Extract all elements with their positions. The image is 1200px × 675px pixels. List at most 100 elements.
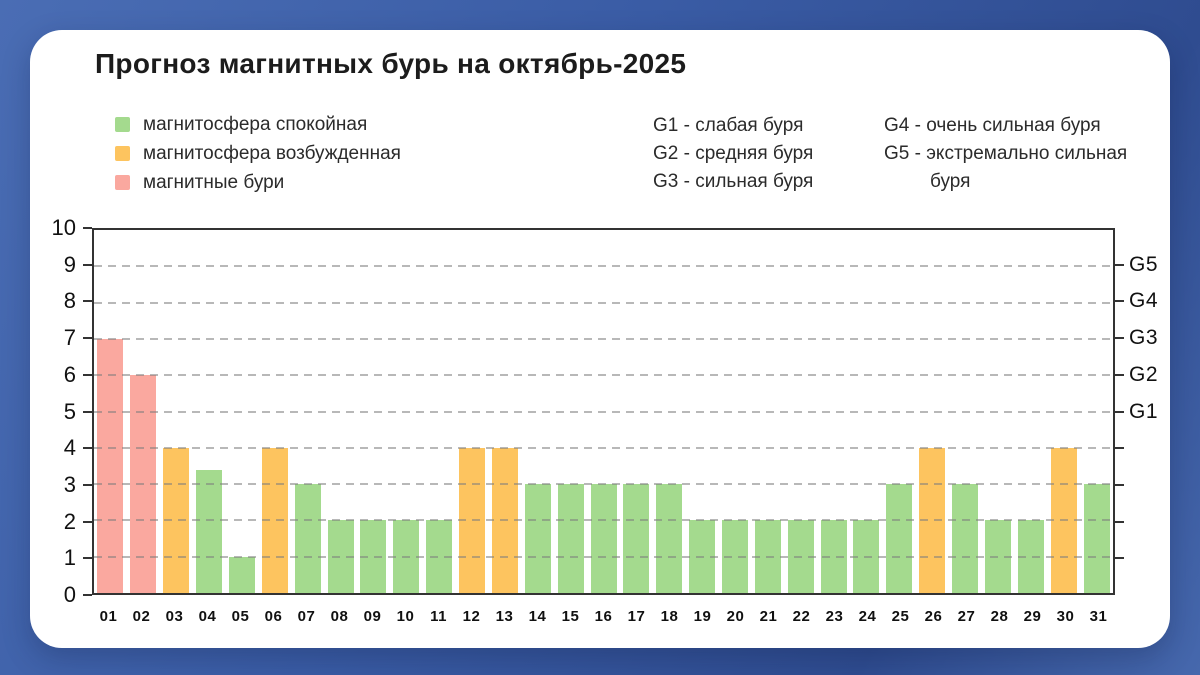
y-tick-right-2 xyxy=(1115,520,1124,523)
g5-note: G5 - экстремально сильная буря xyxy=(884,143,1128,192)
g1-note: G1 - слабая буря xyxy=(653,115,804,136)
gridline-9 xyxy=(94,265,1113,268)
gridline-4 xyxy=(94,446,1113,449)
x-tick-label-12: 12 xyxy=(462,608,481,625)
g-level-label-g1: G1 xyxy=(1129,399,1159,423)
x-tick-label-16: 16 xyxy=(594,608,613,625)
bar-day-31 xyxy=(1083,484,1110,593)
x-tick-label-18: 18 xyxy=(660,608,679,625)
y-tick-label-0: 0 xyxy=(63,582,76,607)
y-tick-label-8: 8 xyxy=(63,288,76,314)
bar-day-18 xyxy=(656,484,683,593)
forecast-card: Прогноз магнитных бурь на октябрь-2025 м… xyxy=(30,30,1170,648)
x-tick-label-05: 05 xyxy=(231,608,250,625)
y-tick-left-10 xyxy=(83,227,92,229)
legend-item-excited: магнитосфера возбужденная xyxy=(115,139,401,168)
y-tick-right-4 xyxy=(1115,447,1124,450)
x-tick-label-25: 25 xyxy=(891,608,910,625)
legend-item-storm: магнитные бури xyxy=(115,168,401,197)
y-tick-right-8 xyxy=(1115,300,1124,303)
y-tick-right-1 xyxy=(1115,557,1124,560)
y-tick-left-4 xyxy=(83,447,92,450)
legend: магнитосфера спокойная магнитосфера возб… xyxy=(115,110,401,197)
x-tick-label-01: 01 xyxy=(99,608,118,625)
x-tick-label-06: 06 xyxy=(264,608,283,625)
bar-day-05 xyxy=(228,556,255,593)
y-tick-label-1: 1 xyxy=(63,545,76,571)
y-tick-left-5 xyxy=(83,410,92,413)
x-tick-label-26: 26 xyxy=(924,608,943,625)
x-tick-label-19: 19 xyxy=(693,608,712,625)
storm-scale-column-1: G1 - слабая буря G2 - средняя буря G3 - … xyxy=(653,112,813,196)
x-tick-label-30: 30 xyxy=(1056,608,1075,625)
g-level-label-g4: G4 xyxy=(1129,289,1159,313)
x-tick-label-29: 29 xyxy=(1023,608,1042,625)
y-tick-right-5 xyxy=(1115,410,1124,413)
g-level-label-g2: G2 xyxy=(1129,362,1159,386)
x-tick-label-23: 23 xyxy=(825,608,844,625)
y-tick-left-0 xyxy=(83,594,92,596)
bar-day-07 xyxy=(294,484,321,593)
y-tick-left-9 xyxy=(83,263,92,266)
x-tick-label-13: 13 xyxy=(495,608,514,625)
x-axis: 01 02 03 04 05 06 07 08 09 10 11 12 13 14 15 16 17 18 19 20… xyxy=(92,600,1115,628)
plot-area xyxy=(92,228,1115,595)
gridline-1 xyxy=(94,555,1113,558)
x-tick-label-08: 08 xyxy=(330,608,349,625)
y-tick-left-3 xyxy=(83,483,92,486)
y-tick-left-6 xyxy=(83,373,92,376)
y-tick-left-1 xyxy=(83,557,92,560)
x-tick-label-21: 21 xyxy=(759,608,778,625)
legend-label: магнитосфера возбужденная xyxy=(143,142,401,164)
x-tick-label-22: 22 xyxy=(792,608,811,625)
legend-swatch-storm xyxy=(115,175,130,190)
gridline-2 xyxy=(94,519,1113,522)
y-tick-left-2 xyxy=(83,520,92,523)
legend-swatch-calm xyxy=(115,117,130,132)
storm-scale-column-2: G4 - очень сильная буря G5 - экстремальн… xyxy=(884,112,1170,196)
y-tick-label-3: 3 xyxy=(63,471,76,497)
y-tick-label-9: 9 xyxy=(63,251,76,277)
bar-day-25 xyxy=(886,484,913,593)
x-tick-label-04: 04 xyxy=(198,608,217,625)
x-tick-label-11: 11 xyxy=(430,608,447,625)
y-tick-right-3 xyxy=(1115,483,1124,486)
y-tick-right-9 xyxy=(1115,263,1124,266)
g2-note: G2 - средняя буря xyxy=(653,143,814,164)
y-tick-right-6 xyxy=(1115,373,1124,376)
y-tick-left-8 xyxy=(83,300,92,303)
bar-day-14 xyxy=(524,484,551,593)
legend-label: магнитные бури xyxy=(143,171,285,193)
x-tick-label-28: 28 xyxy=(990,608,1009,625)
x-tick-label-31: 31 xyxy=(1089,608,1108,625)
x-tick-label-24: 24 xyxy=(858,608,877,625)
legend-item-calm: магнитосфера спокойная xyxy=(115,110,401,139)
x-tick-label-09: 09 xyxy=(363,608,382,625)
y-tick-right-7 xyxy=(1115,337,1124,340)
x-tick-label-20: 20 xyxy=(726,608,745,625)
legend-label: магнитосфера спокойная xyxy=(143,113,368,135)
y-tick-label-4: 4 xyxy=(63,435,76,461)
y-tick-label-2: 2 xyxy=(63,508,76,534)
bar-day-27 xyxy=(952,484,979,593)
x-tick-label-07: 07 xyxy=(297,608,316,625)
x-tick-label-14: 14 xyxy=(528,608,547,625)
y-tick-label-7: 7 xyxy=(63,325,76,351)
x-tick-label-27: 27 xyxy=(957,608,976,625)
bar-day-15 xyxy=(557,484,584,593)
x-tick-label-02: 02 xyxy=(132,608,151,625)
g-level-label-g3: G3 xyxy=(1129,326,1159,350)
x-tick-label-15: 15 xyxy=(561,608,580,625)
gridline-7 xyxy=(94,337,1113,340)
gridline-5 xyxy=(94,410,1113,413)
g3-note: G3 - сильная буря xyxy=(653,171,814,192)
gridline-6 xyxy=(94,374,1113,377)
y-tick-left-7 xyxy=(83,337,92,340)
bar-day-17 xyxy=(623,484,650,593)
legend-swatch-excited xyxy=(115,146,130,161)
y-axis-left: 0 1 2 3 4 5 6 7 8 9 10 xyxy=(30,215,92,607)
y-tick-label-5: 5 xyxy=(63,398,76,424)
g-level-label-g5: G5 xyxy=(1129,252,1159,276)
x-tick-label-17: 17 xyxy=(627,608,646,625)
y-axis-right: G1 G2 G3 G4 G5 xyxy=(1115,228,1170,595)
